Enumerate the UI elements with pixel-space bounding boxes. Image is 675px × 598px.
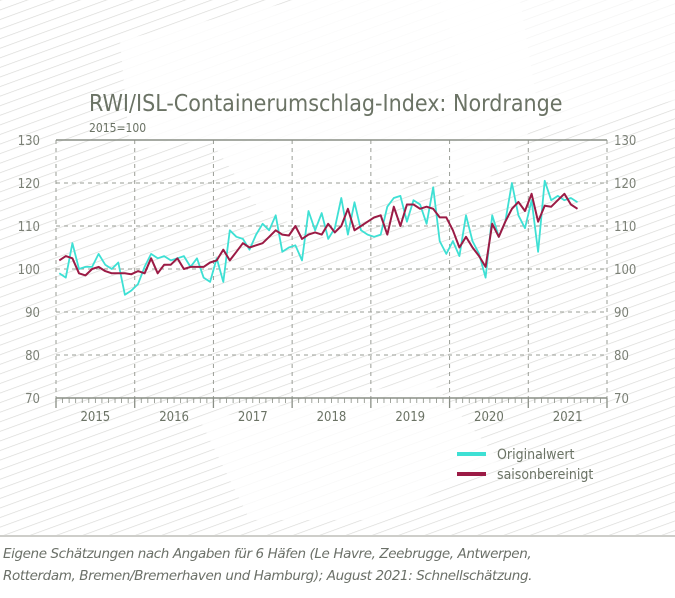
chart-caption: Eigene Schätzungen nach Angaben für 6 Hä… xyxy=(3,543,532,587)
legend-label: saisonbereinigt xyxy=(497,467,593,483)
x-tick-label: 2018 xyxy=(317,410,347,425)
x-tick-label: 2019 xyxy=(395,410,425,425)
y-tick-label-left: 100 xyxy=(18,263,40,278)
x-tick-label: 2015 xyxy=(80,410,110,425)
y-tick-label-left: 80 xyxy=(25,349,40,364)
y-tick-label-right: 100 xyxy=(614,263,636,278)
legend-label: Originalwert xyxy=(497,447,575,463)
series-line-saisonbereinigt xyxy=(58,192,579,277)
caption-line-2: Rotterdam, Bremen/Bremerhaven und Hambur… xyxy=(3,568,533,584)
x-tick-label: 2016 xyxy=(159,410,189,425)
y-tick-label-right: 70 xyxy=(614,392,629,407)
y-tick-label-left: 90 xyxy=(25,306,40,321)
y-tick-label-right: 80 xyxy=(614,349,629,364)
background-map xyxy=(0,0,675,535)
y-tick-label-right: 120 xyxy=(614,177,636,192)
y-tick-label-left: 120 xyxy=(18,177,40,192)
y-tick-label-left: 130 xyxy=(18,134,40,149)
caption-line-1: Eigene Schätzungen nach Angaben für 6 Hä… xyxy=(3,546,532,562)
y-tick-label-right: 90 xyxy=(614,306,629,321)
y-tick-label-right: 110 xyxy=(614,220,636,235)
x-tick-label: 2017 xyxy=(238,410,268,425)
chart-title: RWI/ISL-Containerumschlag-Index: Nordran… xyxy=(89,91,563,117)
y-tick-label-left: 110 xyxy=(18,220,40,235)
y-tick-label-left: 70 xyxy=(25,392,40,407)
chart-subtitle: 2015=100 xyxy=(89,121,146,135)
y-tick-label-right: 130 xyxy=(614,134,636,149)
x-tick-label: 2021 xyxy=(553,410,583,425)
x-tick-label: 2020 xyxy=(474,410,504,425)
